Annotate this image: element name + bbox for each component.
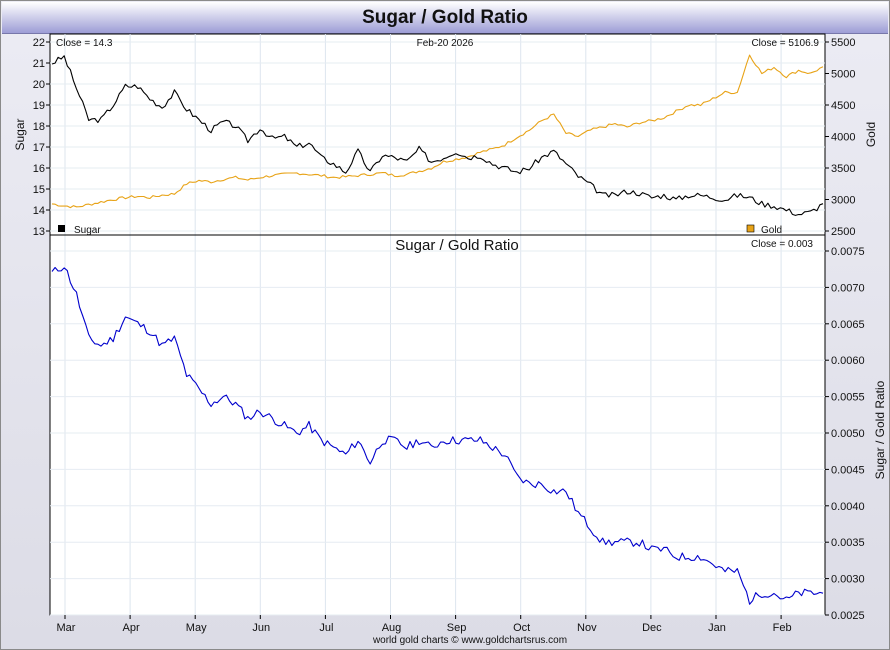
sugar-line <box>51 55 824 216</box>
ratio-tick-label: 0.0050 <box>831 428 865 440</box>
gold-tick-label: 3000 <box>831 195 855 207</box>
axis-layer: Mar Apr May Jun Jul Aug Sep Oct Nov Dec Jan Feb 13 14… <box>33 37 865 634</box>
month-label: Jan <box>708 622 726 634</box>
gold-tick-label: 5500 <box>831 37 855 49</box>
sugar-tick-label: 14 <box>33 205 45 217</box>
gold-close-label: Close = 5106.9 <box>751 38 819 49</box>
sugar-close-label: Close = 14.3 <box>56 38 113 49</box>
sugar-axis-title: Sugar <box>13 118 27 150</box>
ratio-tick-label: 0.0040 <box>831 501 865 513</box>
month-label: Mar <box>57 622 76 634</box>
ratio-chart-title: Sugar / Gold Ratio <box>395 237 518 254</box>
ratio-close-label: Close = 0.003 <box>751 239 813 250</box>
gold-tick-label: 5000 <box>831 69 855 81</box>
sugar-tick-label: 17 <box>33 142 45 154</box>
ratio-line <box>51 266 824 605</box>
date-label: Feb-20 2026 <box>417 38 474 49</box>
ratio-tick-label: 0.0060 <box>831 355 865 367</box>
sugar-tick-label: 16 <box>33 163 45 175</box>
sugar-tick-label: 15 <box>33 184 45 196</box>
ratio-tick-label: 0.0045 <box>831 464 865 476</box>
gold-tick-label: 2500 <box>831 226 855 238</box>
ratio-tick-label: 0.0070 <box>831 282 865 294</box>
ratio-axis-title: Sugar / Gold Ratio <box>873 380 887 479</box>
ratio-tick-label: 0.0025 <box>831 610 865 622</box>
grid <box>50 34 825 616</box>
month-label: Dec <box>642 622 662 634</box>
gold-line <box>51 54 824 209</box>
sugar-tick-label: 13 <box>33 226 45 238</box>
legend-sugar-swatch <box>58 225 65 232</box>
ratio-tick-label: 0.0075 <box>831 246 865 258</box>
month-label: May <box>186 622 207 634</box>
sugar-tick-label: 18 <box>33 121 45 133</box>
gold-tick-label: 4000 <box>831 132 855 144</box>
page-title: Sugar / Gold Ratio <box>362 7 528 28</box>
month-label: Nov <box>577 622 597 634</box>
month-label: Jun <box>252 622 270 634</box>
series-layer <box>51 54 824 605</box>
month-label: Sep <box>447 622 467 634</box>
gold-tick-label: 4500 <box>831 100 855 112</box>
footer-credit: world gold charts © www.goldchartsrus.co… <box>372 635 567 646</box>
month-label: Oct <box>513 622 530 634</box>
legend-gold-swatch <box>746 224 755 233</box>
gold-axis-title: Gold <box>864 122 878 147</box>
ratio-tick-label: 0.0065 <box>831 319 865 331</box>
month-label: Aug <box>382 622 402 634</box>
ratio-tick-label: 0.0035 <box>831 537 865 549</box>
title-bar: Sugar / Gold Ratio <box>2 2 888 34</box>
sugar-tick-label: 19 <box>33 100 45 112</box>
sugar-tick-label: 22 <box>33 37 45 49</box>
legend-sugar-label: Sugar <box>74 225 101 236</box>
plot-background <box>49 33 826 616</box>
ratio-tick-label: 0.0055 <box>831 392 865 404</box>
sugar-tick-label: 20 <box>33 79 45 91</box>
sugar-tick-label: 21 <box>33 58 45 70</box>
month-label: Apr <box>123 622 140 634</box>
month-label: Feb <box>773 622 792 634</box>
legend-gold-label: Gold <box>761 225 782 236</box>
gold-tick-label: 3500 <box>831 163 855 175</box>
ratio-tick-label: 0.0030 <box>831 574 865 586</box>
month-label: Jul <box>319 622 333 634</box>
